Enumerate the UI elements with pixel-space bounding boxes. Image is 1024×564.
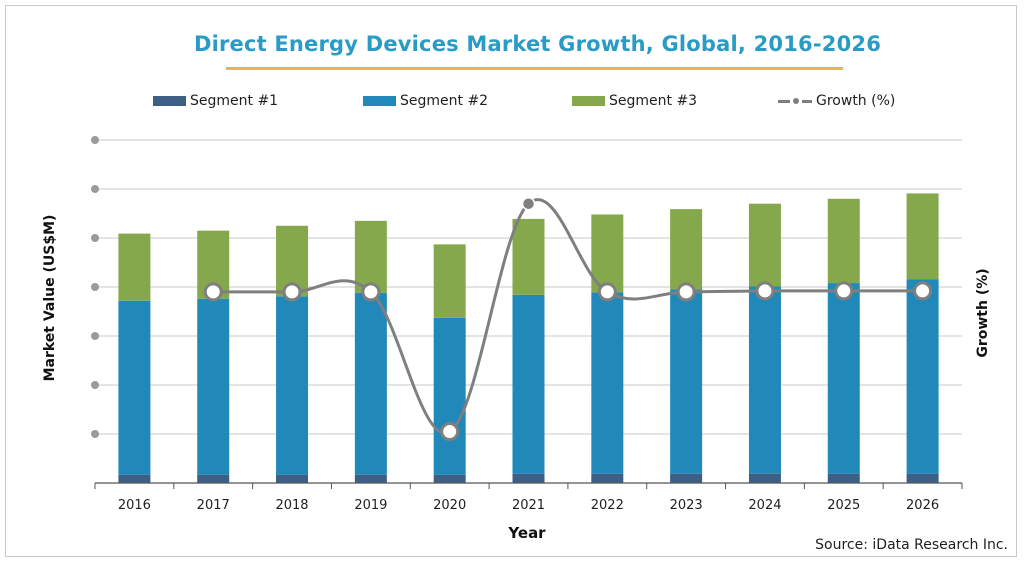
bar-segment-3-2026 — [906, 193, 939, 280]
bar-segment-1-2016 — [118, 474, 151, 483]
bar-segment-1-2020 — [433, 474, 466, 483]
bar-segment-1-2017 — [197, 474, 230, 483]
x-axis-title: Year — [508, 524, 546, 542]
y-axis-tick-dot — [91, 234, 99, 242]
bar-segment-2-2020 — [433, 317, 466, 475]
title-underline — [226, 67, 843, 70]
y-axis-tick-dot — [91, 381, 99, 389]
growth-point-2025 — [834, 281, 854, 301]
x-tick-label: 2016 — [118, 498, 151, 513]
source-note: Source: iData Research Inc. — [815, 537, 1008, 553]
x-tick-label: 2019 — [354, 498, 387, 513]
bar-segment-2-2022 — [591, 292, 624, 474]
growth-point-2019 — [361, 282, 381, 302]
bar-segment-2-2026 — [906, 279, 939, 474]
bar-segment-2-2019 — [354, 292, 387, 475]
y-axis-tick-dot — [91, 430, 99, 438]
bar-segment-2-2023 — [670, 289, 703, 474]
bar-segment-3-2019 — [354, 220, 387, 293]
y-axis-tick-dot — [91, 185, 99, 193]
bar-segment-3-2023 — [670, 209, 703, 290]
legend-item-growth: Growth (%) — [778, 93, 895, 109]
growth-line — [213, 198, 923, 435]
bar-segment-1-2023 — [670, 473, 703, 483]
bar-segment-1-2026 — [906, 473, 939, 483]
legend-label-growth: Growth (%) — [816, 93, 896, 109]
chart-title: Direct Energy Devices Market Growth, Glo… — [193, 32, 882, 56]
bar-segment-1-2025 — [827, 473, 860, 483]
bar-segment-1-2019 — [354, 474, 387, 483]
x-tick-label: 2026 — [906, 498, 939, 513]
x-tick-label: 2023 — [670, 498, 703, 513]
bar-segment-2-2016 — [118, 300, 151, 475]
bar-segment-2-2018 — [276, 296, 309, 475]
x-tick-label: 2021 — [512, 498, 545, 513]
legend-swatch-segment-2 — [363, 96, 396, 106]
bar-segment-1-2018 — [276, 474, 309, 483]
bar-segment-2-2025 — [827, 283, 860, 474]
growth-point-2021 — [521, 196, 536, 211]
legend-swatch-segment-1 — [153, 96, 186, 106]
bar-segment-1-2021 — [512, 473, 545, 483]
x-tick-label: 2017 — [197, 498, 230, 513]
bar-segment-2-2021 — [512, 294, 545, 474]
legend-label-segment-3: Segment #3 — [609, 93, 698, 109]
bar-segment-2-2017 — [197, 298, 230, 475]
legend-swatch-segment-3 — [572, 96, 605, 106]
y-axis-tick-dot — [91, 332, 99, 340]
bar-segment-3-2016 — [118, 233, 151, 301]
x-tick-label: 2022 — [591, 498, 624, 513]
y-axis-tick-dot — [91, 283, 99, 291]
y-axis-tick-dot — [91, 136, 99, 144]
bar-segment-1-2022 — [591, 473, 624, 483]
legend-label-segment-1: Segment #1 — [190, 93, 279, 109]
growth-point-2023 — [676, 282, 696, 302]
x-tick-label: 2020 — [433, 498, 466, 513]
growth-point-2026 — [913, 281, 933, 301]
bar-segment-3-2021 — [512, 218, 545, 295]
growth-point-2024 — [755, 281, 775, 301]
growth-point-2020 — [440, 422, 460, 442]
legend-line-growth — [778, 96, 812, 106]
legend-item-segment-3: Segment #3 — [572, 93, 697, 109]
legend-label-segment-2: Segment #2 — [400, 93, 489, 109]
growth-point-2022 — [597, 282, 617, 302]
legend-item-segment-1: Segment #1 — [153, 93, 278, 109]
growth-point-2017 — [203, 282, 223, 302]
bar-segment-2-2024 — [748, 286, 781, 474]
bar-segment-1-2024 — [748, 473, 781, 483]
x-tick-label: 2025 — [827, 498, 860, 513]
x-tick-label: 2024 — [748, 498, 781, 513]
bar-segment-3-2022 — [591, 214, 624, 293]
bar-segment-3-2025 — [827, 198, 860, 284]
bar-segment-3-2024 — [748, 203, 781, 287]
bar-segment-3-2020 — [433, 244, 466, 318]
legend-item-segment-2: Segment #2 — [363, 93, 488, 109]
x-tick-label: 2018 — [275, 498, 308, 513]
growth-point-2018 — [282, 282, 302, 302]
